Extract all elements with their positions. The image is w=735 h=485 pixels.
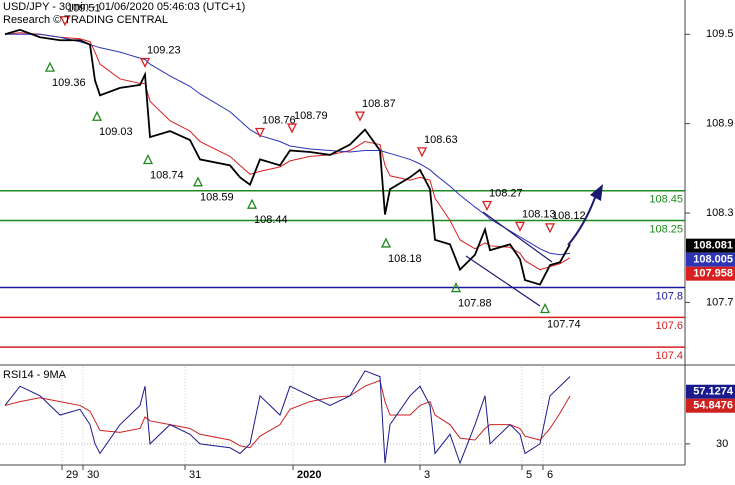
high-marker <box>481 200 493 211</box>
x-tick-label: 2020 <box>297 469 321 480</box>
low-label: 108.59 <box>200 192 234 204</box>
x-tick-label: 6 <box>547 469 553 480</box>
arrow-head <box>590 184 603 201</box>
high-marker <box>514 221 526 232</box>
last-value-label: 108.005 <box>693 254 733 266</box>
series-line <box>4 379 571 449</box>
chart-subtitle: Research © TRADING CENTRAL <box>3 14 168 26</box>
high-label: 108.63 <box>424 134 458 146</box>
x-tick-label: 5 <box>526 469 532 480</box>
low-label: 108.44 <box>254 214 288 226</box>
low-label: 109.03 <box>99 126 133 138</box>
low-label: 108.74 <box>150 169 184 181</box>
level-label: 107.8 <box>655 290 683 302</box>
last-value-label: 107.958 <box>693 268 733 280</box>
last-value-label: 57.1274 <box>693 386 734 398</box>
level-label: 107.4 <box>655 350 683 362</box>
high-marker <box>59 16 71 27</box>
low-marker <box>192 176 204 187</box>
y-tick-label: 108.9 <box>706 118 734 130</box>
high-label: 108.27 <box>489 187 523 199</box>
low-marker <box>539 303 551 314</box>
series-line <box>4 28 571 286</box>
last-value-box <box>686 238 735 253</box>
high-label: 109.51 <box>67 3 101 15</box>
high-label: 108.87 <box>362 98 396 110</box>
high-label: 109.23 <box>147 44 181 56</box>
channel-line <box>465 255 541 307</box>
level-label: 107.6 <box>655 320 683 332</box>
low-label: 107.88 <box>458 298 492 310</box>
last-value-box <box>686 252 735 267</box>
high-label: 108.13 <box>522 208 556 220</box>
x-tick-label: 31 <box>189 469 201 480</box>
high-marker <box>254 127 266 138</box>
level-label: 108.45 <box>649 194 683 206</box>
high-marker <box>416 147 428 158</box>
last-value-label: 108.081 <box>693 240 733 252</box>
forecast-arrow <box>567 194 597 246</box>
last-value-box <box>686 384 735 399</box>
series-line <box>4 370 571 465</box>
series-line <box>5 33 571 256</box>
high-marker <box>286 123 298 134</box>
drawings <box>465 184 603 307</box>
low-marker <box>246 198 258 209</box>
level-label: 108.25 <box>649 223 683 235</box>
last-value-label: 54.8476 <box>693 400 733 412</box>
last-value-box <box>686 266 735 281</box>
low-label: 108.18 <box>388 253 422 265</box>
low-label: 107.74 <box>547 318 581 330</box>
y-tick-label: 107.7 <box>706 296 734 308</box>
y-tick-label: 109.5 <box>706 28 734 40</box>
high-marker <box>354 111 366 122</box>
x-tick-label: 29 <box>66 469 78 480</box>
last-value-box <box>686 398 735 413</box>
y-tick-label: 108.3 <box>706 207 734 219</box>
channel-line <box>482 211 553 263</box>
chart-title: USD/JPY - 30min - 01/06/2020 05:46:03 (U… <box>3 1 245 13</box>
low-marker <box>380 237 392 248</box>
rsi-title: RSI14 - 9MA <box>3 369 67 381</box>
x-tick-label: 30 <box>87 469 99 480</box>
low-marker <box>44 61 56 72</box>
high-label: 108.79 <box>294 110 328 122</box>
low-marker <box>142 154 154 165</box>
high-marker <box>544 223 556 234</box>
low-marker <box>450 282 462 293</box>
x-tick-label: 3 <box>424 469 430 480</box>
y-tick-label: 30 <box>716 438 728 450</box>
high-label: 108.12 <box>552 210 586 222</box>
low-label: 109.36 <box>52 77 86 89</box>
high-marker <box>139 57 151 68</box>
low-marker <box>91 110 103 121</box>
